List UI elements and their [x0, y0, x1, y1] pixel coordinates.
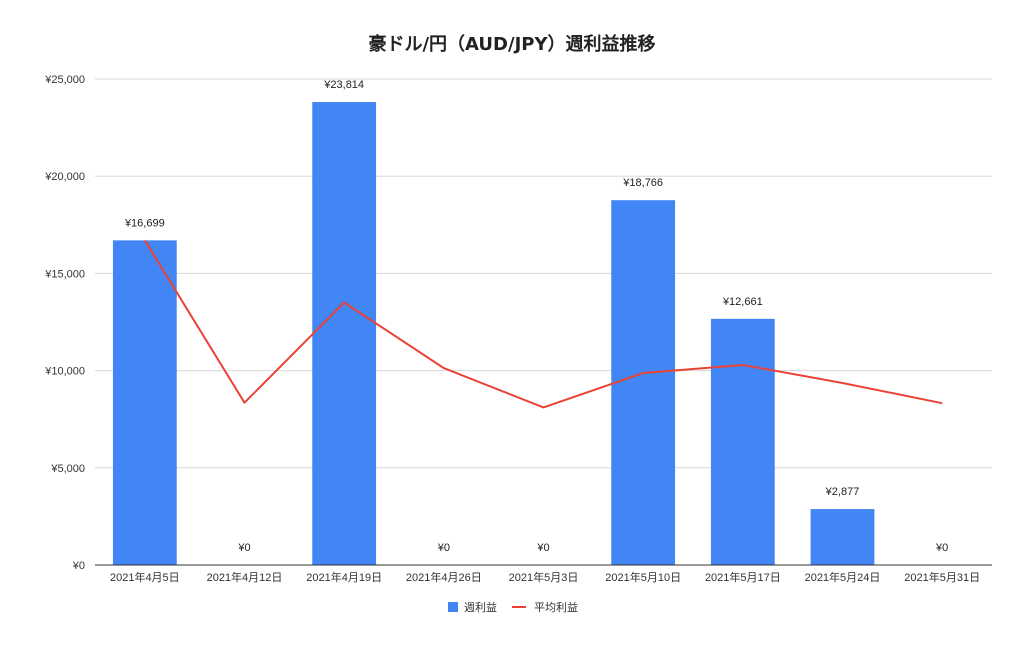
bar: [710, 318, 775, 565]
x-tick-label: 2021年5月3日: [509, 570, 579, 584]
x-tick-label: 2021年5月31日: [904, 570, 980, 584]
y-tick-label: ¥20,000: [44, 171, 85, 183]
data-label: ¥23,814: [323, 79, 364, 91]
bar: [810, 509, 875, 565]
data-label: ¥18,766: [622, 177, 663, 189]
x-tick-label: 2021年4月12日: [207, 570, 283, 584]
bar: [112, 240, 177, 565]
x-tick-label: 2021年5月17日: [705, 570, 781, 584]
legend-label-weekly-profit: 週利益: [464, 600, 497, 614]
data-label: ¥0: [536, 542, 549, 554]
y-tick-label: ¥5,000: [50, 463, 85, 475]
data-labels: ¥16,699 ¥0 ¥23,814 ¥0 ¥0 ¥18,766 ¥12,661 ¥2,877…: [124, 79, 948, 554]
y-tick-label: ¥10,000: [44, 366, 85, 378]
data-label: ¥0: [237, 542, 250, 554]
legend-label-average-profit: 平均利益: [534, 600, 578, 614]
data-label: ¥0: [935, 542, 948, 554]
chart-title: 豪ドル/円（AUD/JPY）週利益推移: [368, 34, 656, 55]
x-tick-label: 2021年4月19日: [306, 570, 382, 584]
x-tick-label: 2021年4月26日: [406, 570, 482, 584]
gridlines: [95, 78, 992, 469]
y-tick-label: ¥15,000: [44, 268, 85, 280]
x-tick-label: 2021年4月5日: [110, 570, 180, 584]
legend: 週利益 平均利益: [448, 600, 578, 614]
legend-swatch-weekly-profit: [448, 602, 458, 612]
x-tick-label: 2021年5月24日: [805, 570, 881, 584]
x-tick-label: 2021年5月10日: [605, 570, 681, 584]
y-tick-label: ¥25,000: [44, 74, 85, 86]
line-series: [143, 239, 943, 409]
bar: [611, 200, 676, 565]
bar: [312, 102, 377, 565]
data-label: ¥2,877: [825, 486, 860, 498]
axes: ¥0 ¥5,000 ¥10,000 ¥15,000 ¥20,000 ¥25,000 2021…: [44, 74, 992, 584]
average-profit-line: [143, 239, 943, 409]
bar-series: [112, 102, 875, 565]
data-label: ¥16,699: [124, 217, 165, 229]
y-tick-label: ¥0: [72, 560, 85, 572]
data-label: ¥0: [437, 542, 450, 554]
data-label: ¥12,661: [722, 296, 763, 308]
